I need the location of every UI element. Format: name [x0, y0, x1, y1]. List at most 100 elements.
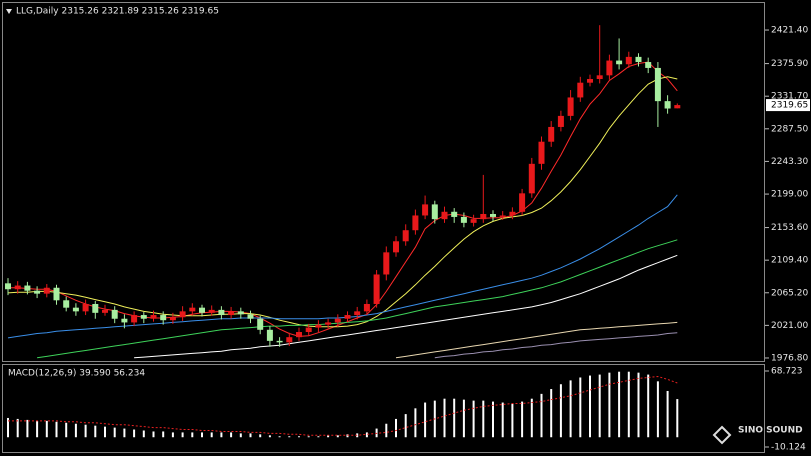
candle-body — [189, 307, 196, 312]
candle-body — [344, 315, 351, 319]
candle-body — [111, 309, 118, 319]
y-tick-label: 68.723 — [771, 367, 803, 377]
current-price-label: 2319.65 — [771, 101, 808, 111]
macd-bar — [171, 432, 174, 438]
macd-bar — [569, 380, 572, 438]
macd-bar — [589, 375, 591, 438]
macd-bar — [201, 432, 203, 438]
macd-bar — [365, 432, 368, 438]
candle-body — [674, 105, 681, 109]
candle-body — [625, 56, 632, 65]
candle-body — [208, 309, 215, 313]
macd-bar — [647, 374, 650, 438]
candle-body — [519, 193, 526, 212]
candle-body — [422, 204, 429, 216]
candle-body — [34, 290, 41, 294]
candle-body — [334, 318, 341, 323]
macd-bar — [482, 400, 485, 438]
candle-body — [296, 332, 302, 338]
indicator-line — [7, 194, 678, 339]
macd-bar — [288, 436, 291, 438]
macd-bar — [550, 389, 553, 438]
macd-bar — [249, 433, 252, 438]
candle-body — [664, 101, 671, 109]
current-price-box — [766, 99, 810, 112]
candle-body — [451, 211, 458, 217]
candle-body — [645, 62, 652, 68]
candle-body — [169, 317, 176, 321]
candle-body — [470, 219, 477, 223]
candle-body — [567, 97, 574, 116]
macd-bar — [133, 429, 136, 438]
macd-bar — [336, 435, 339, 438]
candle-body — [228, 311, 235, 316]
macd-bar — [104, 426, 106, 438]
macd-bar — [395, 418, 397, 438]
indicator-line — [7, 76, 678, 328]
candle-body — [315, 324, 322, 328]
candle-body — [82, 303, 89, 312]
macd-bar — [230, 432, 233, 438]
candle-body — [509, 211, 516, 216]
macd-bar — [317, 436, 320, 438]
macd-bar — [530, 398, 533, 438]
candle-body — [460, 216, 467, 223]
macd-bar — [7, 417, 9, 438]
macd-bar — [307, 436, 310, 438]
candle-body — [92, 303, 99, 313]
macd-bar — [656, 381, 659, 438]
candle-body — [577, 82, 584, 98]
macd-bar — [259, 434, 262, 438]
macd-bar — [618, 371, 621, 438]
macd-bar — [327, 435, 330, 438]
macd-bar — [26, 419, 29, 438]
macd-bar — [666, 390, 669, 438]
candle-body — [121, 318, 128, 323]
macd-bar — [74, 423, 77, 438]
indicator-line — [395, 321, 678, 359]
candle-body — [373, 274, 380, 304]
indicator-line — [434, 332, 678, 359]
candle-body — [606, 60, 613, 76]
candle-body — [24, 285, 31, 291]
macd-bar — [385, 423, 388, 438]
candle-body — [150, 315, 157, 319]
macd-bar — [608, 372, 611, 438]
macd-bar — [181, 432, 184, 438]
macd-bar — [414, 408, 417, 438]
y-tick-label: 2375.90 — [771, 59, 808, 69]
candle-body — [616, 60, 623, 65]
y-tick-label: 2109.40 — [771, 256, 808, 266]
candle-body — [393, 241, 399, 253]
candle-body — [286, 337, 293, 343]
candle-body — [480, 213, 487, 220]
macd-bar — [676, 399, 679, 438]
candle-body — [218, 309, 225, 316]
macd-bar — [511, 403, 514, 438]
macd-bar — [191, 432, 194, 438]
macd-bar — [521, 401, 524, 438]
macd-bar — [278, 436, 281, 438]
candle-body — [402, 230, 409, 242]
y-tick-label: 2243.30 — [771, 157, 808, 167]
candle-body — [276, 340, 283, 343]
macd-bar — [501, 402, 504, 438]
y-tick-label: 2421.40 — [771, 26, 808, 36]
y-tick-label: 2021.00 — [771, 321, 808, 331]
candle-body — [325, 322, 332, 325]
macd-bar — [462, 399, 465, 438]
macd-bar — [16, 418, 19, 438]
candle-body — [654, 67, 661, 102]
candle-body — [179, 311, 186, 318]
macd-bar — [45, 420, 48, 438]
macd-bar — [162, 431, 165, 438]
candle-body — [140, 315, 147, 319]
candle-body — [237, 311, 244, 315]
watermark-text: SINO SOUND — [738, 426, 803, 436]
candle-body — [247, 314, 254, 319]
candle-body — [431, 204, 438, 220]
macd-bar — [84, 424, 87, 438]
price-panel-border — [2, 2, 765, 362]
collapse-triangle[interactable] — [6, 9, 12, 14]
macd-bar — [142, 430, 145, 438]
